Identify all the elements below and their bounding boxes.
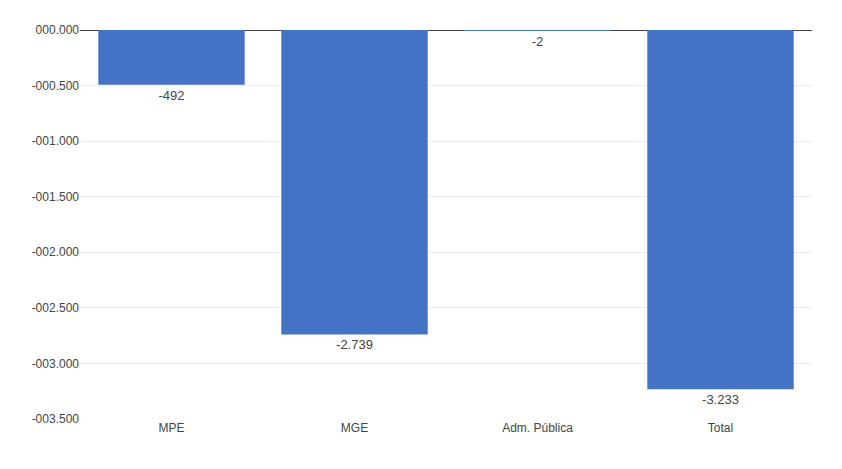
svg-text:-003.000: -003.000 — [32, 357, 80, 371]
svg-text:-2: -2 — [532, 34, 544, 49]
svg-text:-001.500: -001.500 — [32, 190, 80, 204]
svg-text:Total: Total — [708, 421, 733, 435]
svg-text:-3.233: -3.233 — [702, 392, 739, 407]
svg-text:-003.500: -003.500 — [32, 412, 80, 426]
svg-text:-002.000: -002.000 — [32, 245, 80, 259]
svg-text:-002.500: -002.500 — [32, 301, 80, 315]
svg-text:-2.739: -2.739 — [336, 337, 373, 352]
svg-text:MGE: MGE — [341, 421, 368, 435]
svg-text:-000.500: -000.500 — [32, 79, 80, 93]
svg-text:Adm. Pública: Adm. Pública — [502, 421, 573, 435]
svg-text:000.000: 000.000 — [36, 23, 80, 37]
svg-text:-492: -492 — [158, 88, 184, 103]
svg-text:-001.000: -001.000 — [32, 134, 80, 148]
svg-text:MPE: MPE — [158, 421, 184, 435]
